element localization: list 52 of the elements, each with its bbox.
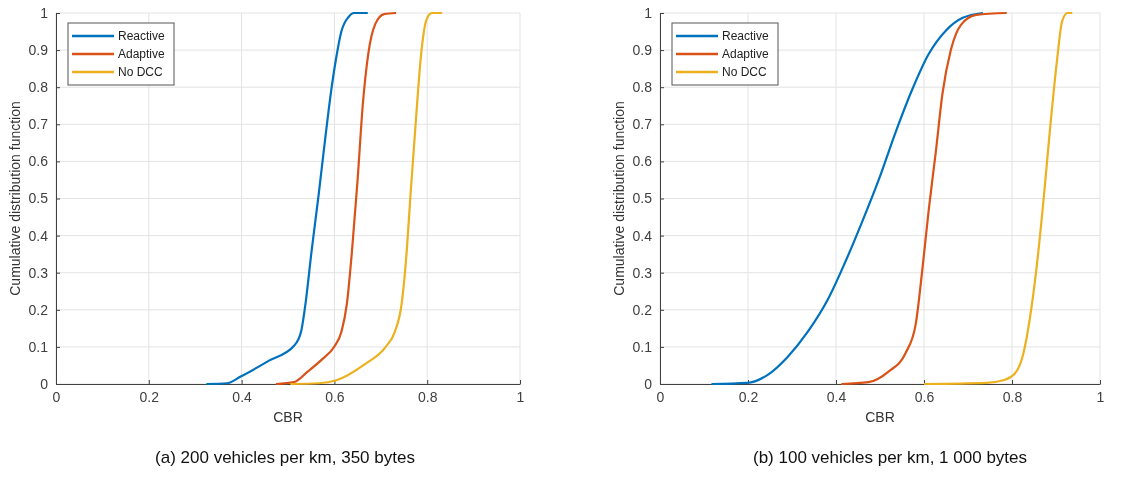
legend-label: No DCC bbox=[118, 65, 164, 79]
legend-label: No DCC bbox=[722, 65, 768, 79]
y-tick-label: 0.1 bbox=[632, 338, 653, 355]
line-series bbox=[205, 11, 369, 386]
y-tick-label: 1 bbox=[644, 4, 653, 21]
y-tick-label: 0.7 bbox=[632, 116, 653, 133]
y-tick-label: 0.9 bbox=[632, 42, 653, 59]
y-tick-label: 0 bbox=[644, 375, 653, 392]
y-tick-label: 0.3 bbox=[632, 264, 653, 281]
y-tick-label: 0.1 bbox=[28, 338, 49, 355]
line-series bbox=[274, 11, 398, 386]
y-axis-title: Cumulative distribution function bbox=[611, 101, 627, 296]
y-tick-label: 0.5 bbox=[632, 190, 653, 207]
y-tick-label: 0.2 bbox=[28, 301, 49, 318]
text: (b) 100 vehicles per km, 1 000 bytes bbox=[752, 448, 1028, 467]
x-axis-title: CBR bbox=[865, 409, 895, 425]
y-tick-label: 0.6 bbox=[632, 153, 653, 170]
x-tick-label: 0.2 bbox=[738, 388, 759, 405]
x-tick-label: 0.4 bbox=[232, 388, 253, 405]
y-axis-title: Cumulative distribution function bbox=[7, 101, 23, 296]
legend-label: Reactive bbox=[118, 29, 166, 43]
x-tick-label: 0 bbox=[52, 388, 61, 405]
y-tick-label: 0.9 bbox=[28, 42, 49, 59]
y-tick-label: 1 bbox=[40, 4, 49, 21]
x-tick-label: 0 bbox=[656, 388, 665, 405]
x-tick-label: 0.4 bbox=[826, 388, 847, 405]
legend-label: Adaptive bbox=[118, 47, 166, 61]
x-axis-title: CBR bbox=[273, 409, 303, 425]
y-tick-label: 0.7 bbox=[28, 116, 49, 133]
x-tick-label: 1 bbox=[516, 388, 525, 405]
line-series bbox=[840, 11, 1008, 386]
text: (a) 200 vehicles per km, 350 bytes bbox=[155, 448, 415, 467]
y-tick-label: 0.2 bbox=[632, 301, 653, 318]
legend-label: Reactive bbox=[722, 29, 770, 43]
y-tick-label: 0.4 bbox=[28, 227, 49, 244]
x-tick-label: 0.2 bbox=[139, 388, 160, 405]
line-series bbox=[289, 11, 444, 386]
x-tick-label: 1 bbox=[1096, 388, 1105, 405]
line-series bbox=[922, 11, 1074, 386]
y-tick-label: 0.5 bbox=[28, 190, 49, 207]
x-tick-label: 0.8 bbox=[1002, 388, 1023, 405]
y-tick-label: 0.8 bbox=[28, 79, 49, 96]
x-tick-label: 0.8 bbox=[417, 388, 438, 405]
legend-label: Adaptive bbox=[722, 47, 770, 61]
y-tick-label: 0.6 bbox=[28, 153, 49, 170]
y-tick-label: 0.8 bbox=[632, 79, 653, 96]
x-tick-label: 0.6 bbox=[325, 388, 345, 405]
line-series bbox=[710, 11, 985, 386]
x-tick-label: 0.6 bbox=[914, 388, 935, 405]
y-tick-label: 0 bbox=[40, 375, 49, 392]
y-tick-label: 0.4 bbox=[632, 227, 653, 244]
y-tick-label: 0.3 bbox=[28, 264, 49, 281]
